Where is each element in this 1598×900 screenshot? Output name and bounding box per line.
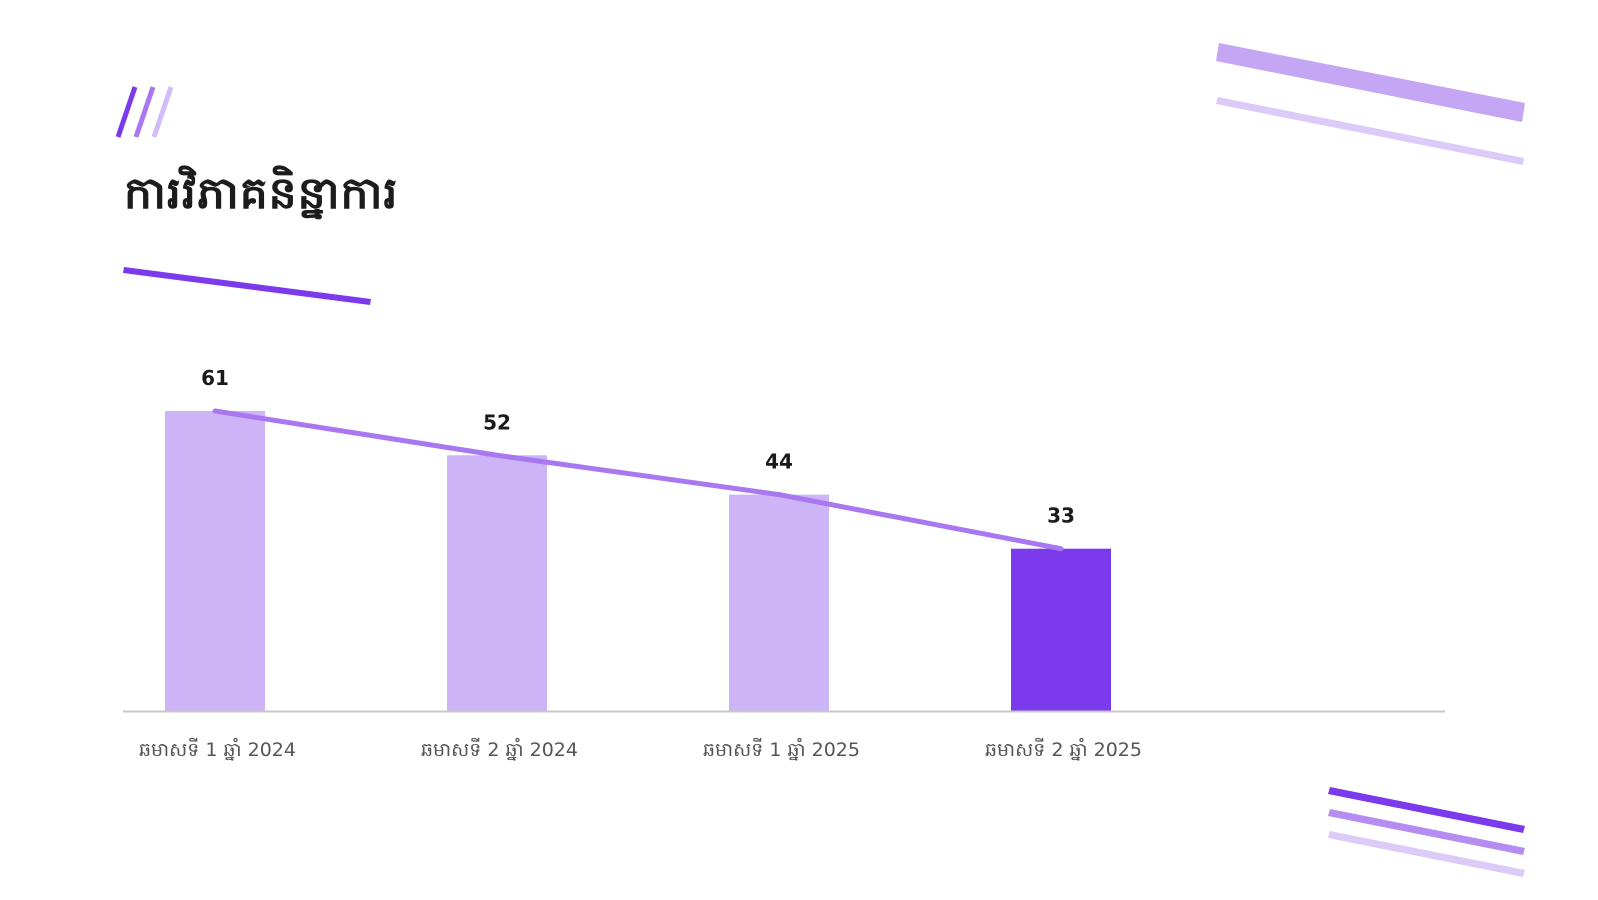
slash-accent-2 — [133, 86, 156, 138]
bar-2 — [447, 455, 547, 711]
category-label-3: ឆមាសទី 1 ឆ្នាំ 2025 — [703, 737, 860, 761]
stripe-accent-bottom-3 — [1328, 831, 1525, 877]
stripe-accent-top — [1216, 43, 1525, 122]
data-label-2: 52 — [483, 410, 511, 434]
category-label-2: ឆមាសទី 2 ឆ្នាំ 2024 — [421, 737, 578, 761]
data-label-3: 44 — [765, 450, 793, 474]
stripe-accent-bottom-1 — [1328, 787, 1525, 833]
stripe-accent-bottom-2 — [1328, 809, 1525, 855]
bar-3 — [729, 494, 829, 711]
data-label-4: 33 — [1047, 504, 1075, 528]
category-label-4: ឆមាសទី 2 ឆ្នាំ 2025 — [985, 737, 1142, 761]
category-label-1: ឆមាសទី 1 ឆ្នាំ 2024 — [139, 737, 296, 761]
trend-line — [212, 408, 1064, 552]
slide-title: ការវិភាគនិន្នាការ — [124, 168, 399, 219]
title-underline — [123, 267, 371, 305]
slash-accent-3 — [151, 86, 174, 138]
bar-1 — [165, 411, 265, 711]
stripe-accent-thin — [1216, 97, 1524, 165]
bar-4 — [1011, 548, 1111, 711]
data-label-1: 61 — [201, 366, 229, 390]
slash-accent-1 — [115, 86, 138, 138]
